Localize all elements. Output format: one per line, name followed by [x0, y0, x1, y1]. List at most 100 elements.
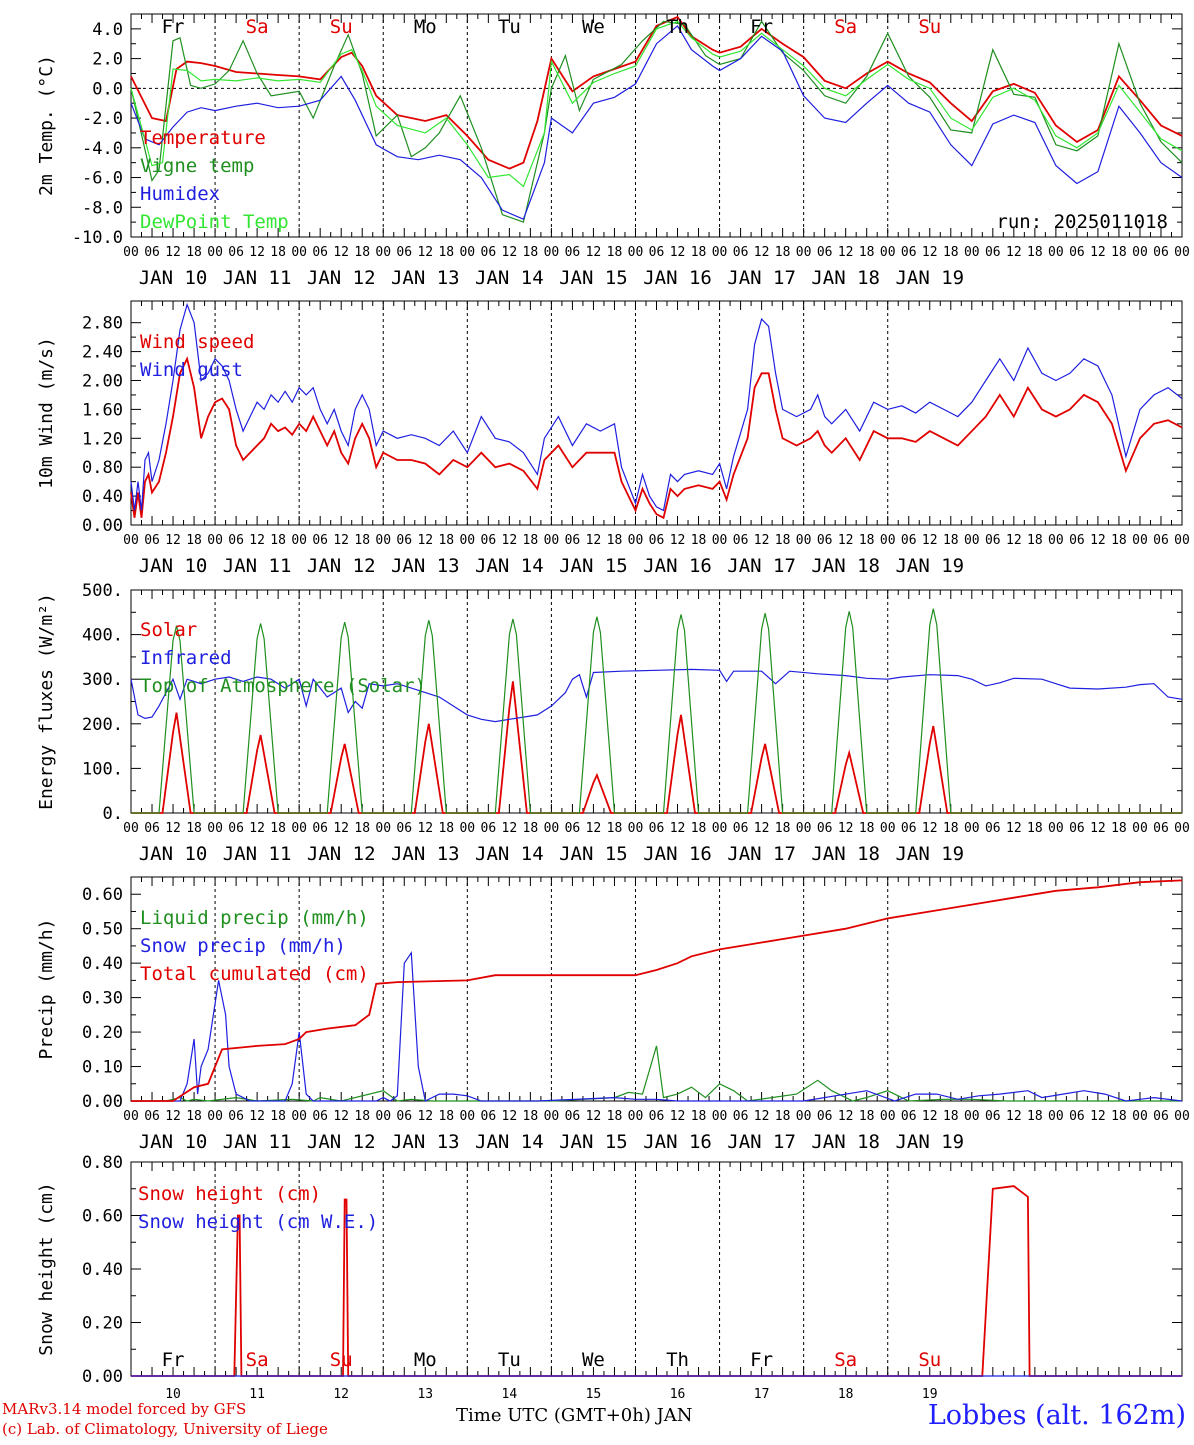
date-label: JAN 15 [559, 843, 628, 865]
hour-label: 00 [291, 821, 307, 836]
hour-label: 12 [670, 1109, 686, 1124]
legend-2-2: Top of Atmosphere (Solar) [140, 675, 426, 697]
hour-label: 06 [312, 533, 328, 548]
date-label: JAN 13 [391, 555, 460, 577]
date-label: JAN 18 [811, 843, 880, 865]
hour-label: 00 [796, 821, 812, 836]
hour-label: 12 [838, 821, 854, 836]
hour-label: 00 [291, 245, 307, 260]
hour-label: 06 [1069, 245, 1085, 260]
hour-label: 18 [607, 821, 623, 836]
y-axis-label: Energy fluxes (W/m²) [36, 593, 57, 810]
y-tick-label: 100. [82, 759, 123, 779]
hour-label: 12 [670, 245, 686, 260]
date-label: JAN 18 [811, 555, 880, 577]
hour-label: 18 [523, 821, 539, 836]
hour-label: 18 [186, 1109, 202, 1124]
hour-label: 12 [838, 533, 854, 548]
hour-label: 00 [459, 245, 475, 260]
date-label: JAN 15 [559, 555, 628, 577]
hour-label: 06 [228, 245, 244, 260]
hour-label: 18 [438, 821, 454, 836]
hour-label: 18 [270, 821, 286, 836]
hour-label: 00 [1174, 821, 1190, 836]
hour-label: 00 [1174, 245, 1190, 260]
hour-label: 00 [1132, 821, 1148, 836]
day-name-top: Mo [414, 16, 437, 38]
date-label: JAN 18 [811, 1131, 880, 1153]
hour-label: 00 [1132, 245, 1148, 260]
legend-2-1: Infrared [140, 647, 232, 669]
day-name-bottom: Th [666, 1349, 689, 1371]
y-tick-label: -6.0 [82, 169, 123, 189]
hour-label: 06 [481, 1109, 497, 1124]
hour-label: 06 [649, 245, 665, 260]
series-3-2-line [131, 879, 1183, 1102]
hour-label: 06 [312, 1109, 328, 1124]
legend-3-1: Snow precip (mm/h) [140, 935, 346, 957]
day-name-bottom: Tu [498, 1349, 521, 1371]
hour-label: 12 [1006, 533, 1022, 548]
y-tick-label: 0.40 [82, 1260, 123, 1280]
date-label: JAN 12 [307, 267, 376, 289]
hour-label: 00 [628, 533, 644, 548]
hour-label: 18 [438, 245, 454, 260]
hour-label: 06 [144, 821, 160, 836]
hour-label: 18 [607, 1109, 623, 1124]
y-tick-label: 0.80 [82, 458, 123, 478]
hour-label: 00 [207, 533, 223, 548]
series-0-2-line [130, 24, 1183, 220]
hour-label: 12 [670, 533, 686, 548]
hour-label: 06 [228, 1109, 244, 1124]
hour-label: 12 [1006, 1109, 1022, 1124]
run-label: run: 2025011018 [996, 211, 1168, 233]
hour-label: 06 [396, 821, 412, 836]
y-tick-label: 2.0 [92, 50, 123, 70]
y-tick-label: 0.30 [82, 989, 123, 1009]
hour-label: 06 [1153, 821, 1169, 836]
hour-label: 06 [649, 533, 665, 548]
hour-label: 06 [312, 821, 328, 836]
hour-label: 06 [1069, 1109, 1085, 1124]
hour-label: 06 [901, 821, 917, 836]
hour-label: 06 [565, 821, 581, 836]
hour-label: 12 [586, 245, 602, 260]
date-label: JAN 16 [643, 555, 712, 577]
y-tick-label: 0.40 [82, 954, 123, 974]
hour-label: 18 [354, 1109, 370, 1124]
hour-label: 00 [291, 533, 307, 548]
hour-label: 12 [1090, 1109, 1106, 1124]
hour-label: 12 [1006, 821, 1022, 836]
hour-label: 12 [670, 821, 686, 836]
hour-label: 18 [691, 821, 707, 836]
hour-label: 00 [796, 245, 812, 260]
hour-label: 12 [1090, 821, 1106, 836]
hour-label: 00 [544, 245, 560, 260]
hour-label: 18 [1111, 245, 1127, 260]
y-tick-label: 400. [82, 626, 123, 646]
hour-label: 00 [1048, 533, 1064, 548]
hour-label: 00 [880, 1109, 896, 1124]
hour-label: 12 [417, 245, 433, 260]
date-label: JAN 15 [559, 267, 628, 289]
hour-label: 12 [165, 821, 181, 836]
hour-label: 12 [586, 821, 602, 836]
hour-label: 12 [754, 1109, 770, 1124]
date-label: JAN 13 [391, 843, 460, 865]
series-2-2-line [131, 608, 1182, 814]
hour-label: 00 [207, 1109, 223, 1124]
date-label: JAN 19 [895, 843, 964, 865]
hour-label: 00 [880, 821, 896, 836]
hour-label: 06 [565, 533, 581, 548]
hour-label: 12 [838, 1109, 854, 1124]
hour-label: 00 [123, 245, 139, 260]
day-number: 18 [838, 1387, 854, 1402]
hour-label: 18 [1111, 821, 1127, 836]
hour-label: 18 [523, 1109, 539, 1124]
y-tick-label: 0.00 [82, 516, 123, 536]
hour-label: 18 [1111, 1109, 1127, 1124]
day-number: 11 [249, 1387, 265, 1402]
series-2-1-line [130, 668, 1183, 723]
